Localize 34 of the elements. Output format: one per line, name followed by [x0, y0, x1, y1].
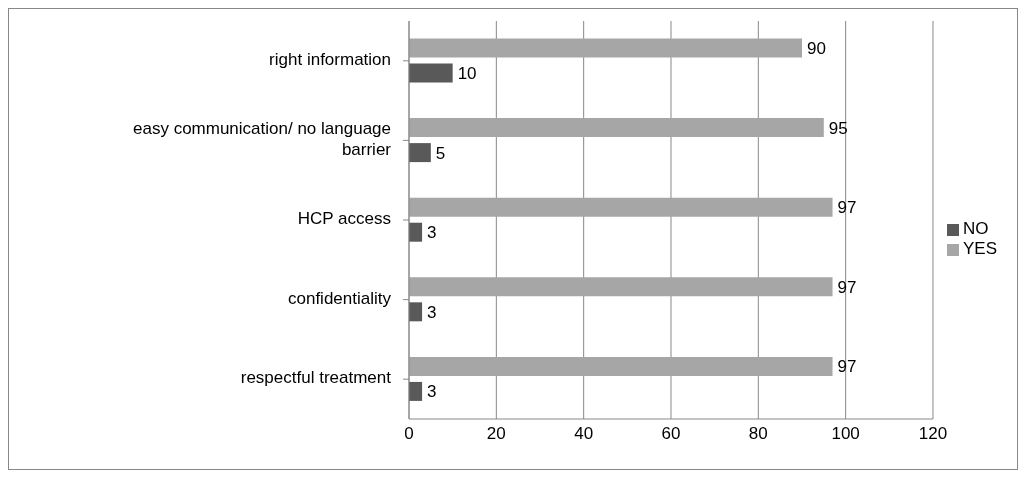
x-tick-label: 120: [918, 424, 948, 444]
bar: [409, 222, 423, 242]
bar: [409, 356, 833, 376]
y-tick-label: easy communication/ no language barrier: [133, 119, 392, 160]
y-tick-label: right information: [269, 50, 391, 70]
data-label: 3: [427, 223, 437, 243]
data-label: 97: [837, 357, 857, 377]
bar: [409, 118, 824, 138]
bar: [409, 381, 423, 401]
legend-label: YES: [962, 239, 997, 258]
data-label: 97: [837, 277, 857, 297]
bar: [409, 302, 423, 322]
x-tick-label: 0: [404, 424, 414, 444]
y-tick-label: HCP access: [297, 209, 391, 229]
x-tick-label: 60: [661, 424, 681, 444]
data-label: 3: [427, 382, 437, 402]
bar: [409, 143, 431, 163]
data-label: 90: [806, 39, 826, 59]
y-tick-label: respectful treatment: [240, 368, 392, 388]
legend-label: NO: [962, 219, 989, 238]
x-tick-label: 40: [574, 424, 594, 444]
data-label: 5: [435, 143, 446, 163]
data-label: 95: [828, 118, 848, 138]
data-label: 3: [427, 302, 437, 322]
x-tick-label: 20: [486, 424, 506, 444]
bar: [409, 197, 833, 217]
x-tick-label: 100: [831, 424, 860, 444]
bar: [409, 277, 833, 297]
data-label: 97: [837, 198, 857, 218]
bar: [409, 63, 453, 83]
bar: [409, 38, 802, 58]
data-label: 10: [457, 64, 477, 84]
y-tick-label: confidentiality: [287, 289, 392, 309]
x-tick-label: 80: [748, 424, 768, 444]
